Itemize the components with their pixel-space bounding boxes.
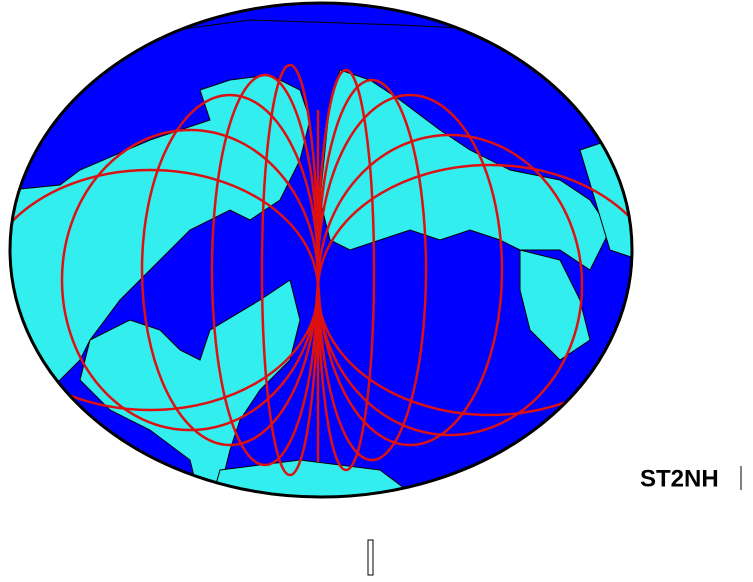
map: ST2NH bbox=[0, 0, 753, 582]
globe bbox=[0, 0, 700, 510]
map-label: ST2NH bbox=[640, 465, 719, 492]
text-cursor bbox=[368, 540, 373, 575]
page: ST2NH (() => { const data = JSON.parse(d… bbox=[0, 0, 753, 582]
